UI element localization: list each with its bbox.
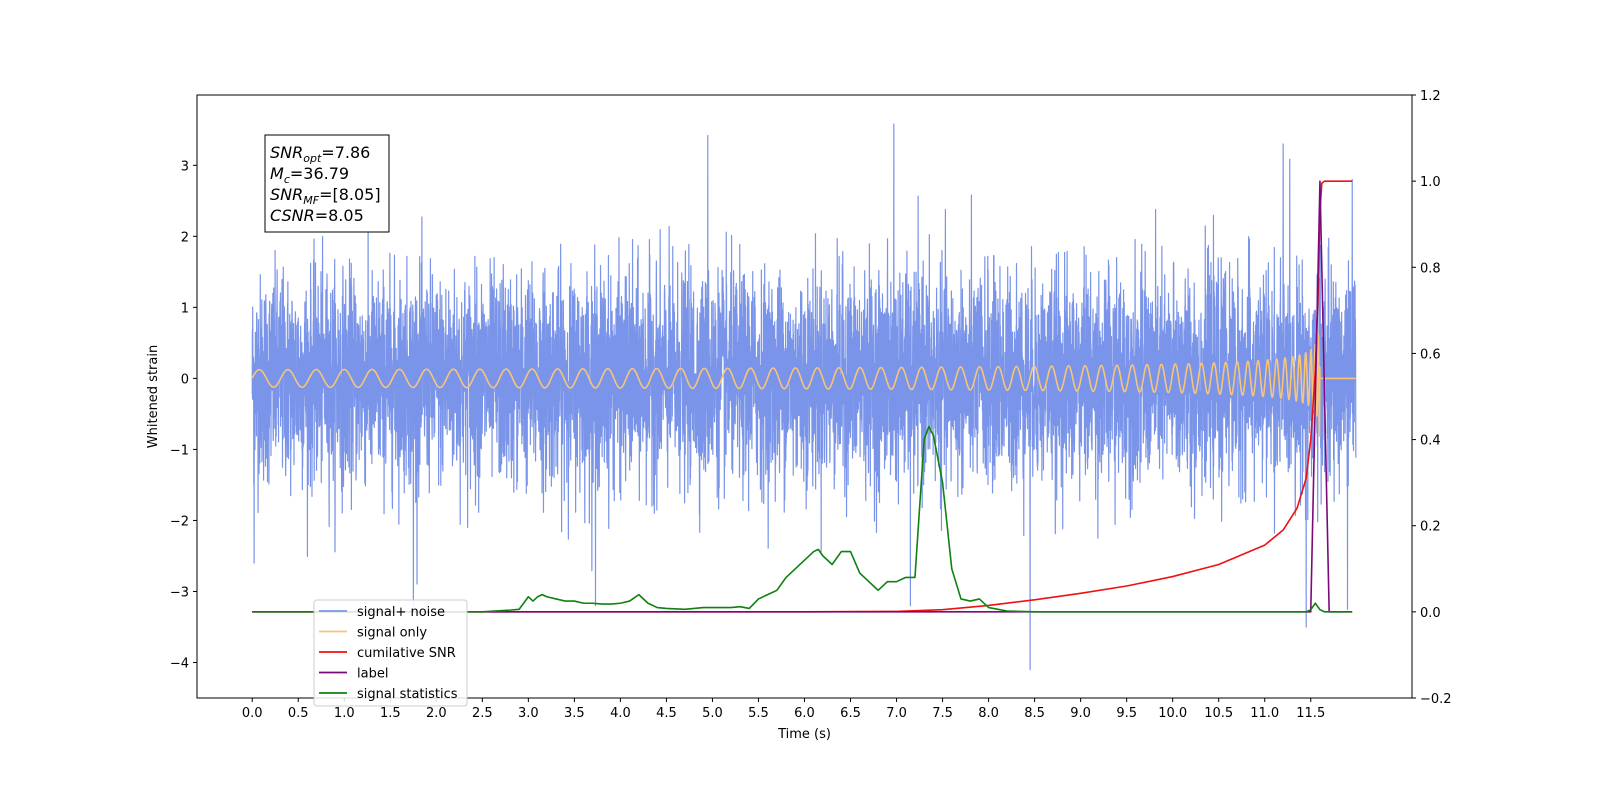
- legend-label: signal only: [357, 626, 427, 641]
- y-tick-label: 1: [181, 301, 189, 316]
- legend-frame: [313, 599, 468, 707]
- x-tick-label: 2.0: [426, 706, 447, 721]
- x-tick-label: 7.0: [886, 706, 907, 721]
- x-tick-label: 8.5: [1024, 706, 1045, 721]
- x-tick-label: 6.0: [794, 706, 815, 721]
- x-axis-label: Time (s): [777, 727, 831, 742]
- y-axis-left: −4 −3 −2 −1 0 1 2 3: [170, 159, 197, 671]
- x-tick-label: 7.5: [932, 706, 953, 721]
- x-tick-label: 5.5: [748, 706, 769, 721]
- series-line-signal-statistics: [252, 425, 1353, 613]
- y-tick-label: −1: [170, 443, 189, 458]
- y-tick-label: 3: [181, 159, 189, 174]
- annotation-frame: [264, 134, 390, 233]
- x-tick-label: 2.5: [472, 706, 493, 721]
- x-tick-label: 6.5: [840, 706, 861, 721]
- y-tick-label: 0: [181, 372, 189, 387]
- x-tick-label: 4.5: [656, 706, 677, 721]
- y2-tick-label: 0.6: [1420, 347, 1441, 362]
- y-axis-right: −0.2 0.0 0.2 0.4 0.6 0.8 1.0 1.2: [1412, 89, 1452, 707]
- legend-label: cumilative SNR: [357, 646, 456, 661]
- series-line-cumilative-snr: [252, 180, 1353, 613]
- y2-tick-label: 0.4: [1420, 434, 1441, 449]
- y2-tick-label: 1.0: [1420, 175, 1441, 190]
- data-layer: [251, 123, 1357, 671]
- x-tick-label: 10.0: [1158, 706, 1187, 721]
- x-tick-label: 4.0: [610, 706, 631, 721]
- y-tick-label: −2: [170, 514, 189, 529]
- y2-tick-label: 0.2: [1420, 520, 1441, 535]
- x-tick-label: 11.0: [1250, 706, 1279, 721]
- x-tick-label: 10.5: [1204, 706, 1233, 721]
- series-line-signal-only: [251, 333, 1357, 437]
- x-tick-label: 9.0: [1070, 706, 1091, 721]
- y2-tick-label: 0.8: [1420, 261, 1441, 276]
- y-tick-label: −3: [170, 585, 189, 600]
- y2-tick-label: 1.2: [1420, 89, 1441, 104]
- x-tick-label: 9.5: [1116, 706, 1137, 721]
- x-tick-label: 0.5: [288, 706, 309, 721]
- x-tick-label: 1.0: [334, 706, 355, 721]
- x-tick-label: 1.5: [380, 706, 401, 721]
- legend-label: signal+ noise: [357, 605, 445, 620]
- x-tick-label: 3.5: [564, 706, 585, 721]
- y-tick-label: 2: [181, 230, 189, 245]
- x-tick-label: 5.0: [702, 706, 723, 721]
- series-line-signal-noise: [251, 123, 1357, 671]
- x-tick-label: 11.5: [1296, 706, 1325, 721]
- y-axis-label: Whitened strain: [146, 345, 161, 448]
- annotation-line: CSNR=8.05: [270, 206, 364, 225]
- legend: signal+ noise signal only cumilative SNR la…: [313, 599, 468, 707]
- annotation-line: SNRMF=[8.05]: [270, 185, 381, 207]
- legend-label: label: [357, 667, 388, 682]
- annotation-line: SNRopt=7.86: [270, 143, 370, 165]
- x-tick-label: 0.0: [242, 706, 263, 721]
- x-tick-label: 3.0: [518, 706, 539, 721]
- annotation-line: Mc=36.79: [270, 164, 349, 186]
- x-tick-label: 8.0: [978, 706, 999, 721]
- y2-tick-label: −0.2: [1420, 692, 1452, 707]
- legend-label: signal statistics: [357, 687, 458, 702]
- y2-tick-label: 0.0: [1420, 606, 1441, 621]
- y-tick-label: −4: [170, 656, 189, 671]
- x-axis: 0.0 0.5 1.0 1.5 2.0 2.5 3.0 3.5 4.0 4.5 5.0 5.5 6.0 6…: [242, 698, 1325, 721]
